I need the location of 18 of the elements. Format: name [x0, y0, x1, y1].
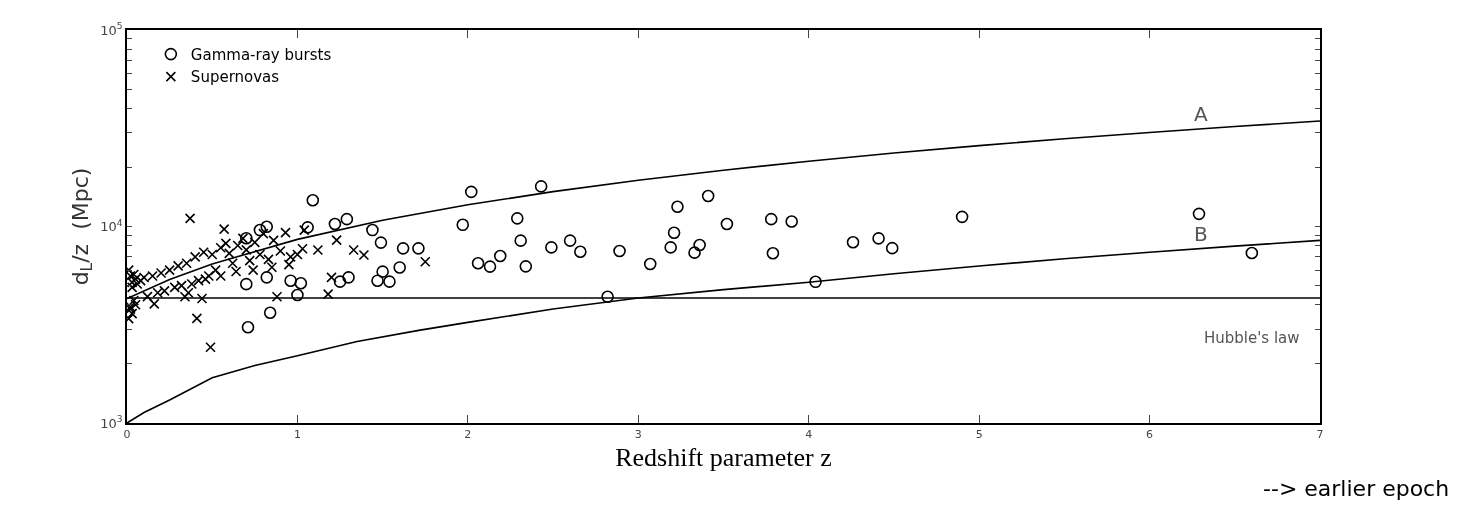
- series-label: A: [1194, 102, 1208, 126]
- y-tick-label: 10$^{4}$: [100, 217, 123, 235]
- x-tick-label: 7: [1316, 428, 1324, 441]
- text: --> earlier epoch: [1263, 476, 1450, 501]
- x-tick-label: 5: [975, 428, 983, 441]
- y-tick-label: 10$^{3}$: [100, 414, 123, 431]
- x-tick-label: 1: [293, 428, 301, 441]
- x-tick-label: 3: [634, 428, 642, 441]
- x-tick-label: 0: [123, 428, 131, 441]
- x-tick-label: 2: [464, 428, 472, 441]
- x-tick-label: 4: [805, 428, 813, 441]
- legend-label: Supernovas: [190, 68, 280, 87]
- y-tick-label: 10$^{5}$: [100, 21, 123, 38]
- legend-label: Gamma-ray bursts: [190, 45, 332, 64]
- ref-line-label: Hubble's law: [1204, 329, 1300, 347]
- x-tick-label: 6: [1146, 428, 1154, 441]
- series-label: B: [1194, 222, 1208, 246]
- x-axis-title: Redshift parameter z: [615, 443, 832, 473]
